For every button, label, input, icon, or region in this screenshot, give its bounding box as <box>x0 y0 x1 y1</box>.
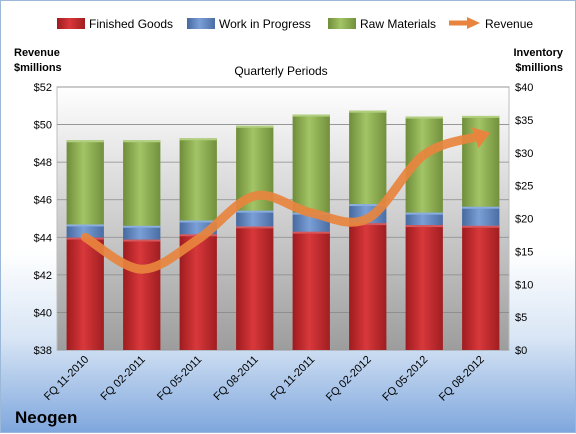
bar-raw-materials <box>180 138 217 220</box>
legend-label-raw-materials: Raw Materials <box>360 17 436 31</box>
left-tick-label: $42 <box>34 270 52 282</box>
bar-finished-goods-cap <box>293 232 330 234</box>
bar-raw-materials-cap <box>349 111 386 113</box>
bar-finished-goods-cap <box>236 226 273 228</box>
category-label: FQ 08-2011 <box>211 354 260 403</box>
bar-raw-materials-cap <box>67 140 104 142</box>
bar-work-in-progress <box>462 207 499 226</box>
category-label: FQ 02-2011 <box>98 354 147 403</box>
bar-finished-goods <box>349 223 386 350</box>
legend-swatch-finished-goods <box>57 18 85 29</box>
bar-finished-goods <box>406 225 443 350</box>
chart-title: Quarterly Periods <box>234 64 327 78</box>
bar-finished-goods <box>293 232 330 350</box>
category-label: FQ 08-2012 <box>437 354 487 404</box>
legend: Finished Goods Work in Progress Raw Mate… <box>57 17 533 31</box>
bar-work-in-progress-cap <box>406 213 443 215</box>
category-label: FQ 11-2011 <box>269 354 318 403</box>
bar-work-in-progress <box>236 211 273 227</box>
bar-raw-materials-cap <box>406 117 443 119</box>
left-tick-label: $38 <box>34 345 52 357</box>
bar-raw-materials-cap <box>462 116 499 118</box>
left-tick-label: $46 <box>34 195 52 207</box>
left-tick-label: $52 <box>34 82 52 94</box>
right-tick-label: $15 <box>515 246 533 258</box>
bar-raw-materials-cap <box>180 138 217 140</box>
bar-raw-materials <box>349 111 386 204</box>
category-label: FQ 11-2010 <box>42 354 91 403</box>
bar-finished-goods-cap <box>123 240 160 242</box>
left-tick-label: $50 <box>34 120 52 132</box>
right-tick-label: $25 <box>515 181 533 193</box>
right-tick-label: $5 <box>515 312 527 324</box>
bar-work-in-progress-cap <box>236 211 273 213</box>
bar-finished-goods <box>67 238 104 350</box>
right-tick-label: $10 <box>515 279 533 291</box>
bar-finished-goods <box>236 226 273 350</box>
legend-swatch-work-in-progress <box>187 18 215 29</box>
bar-work-in-progress <box>123 226 160 240</box>
bar-finished-goods-cap <box>462 226 499 228</box>
legend-label-work-in-progress: Work in Progress <box>219 17 311 31</box>
category-label: FQ 02-2012 <box>324 354 374 404</box>
right-tick-label: $35 <box>515 115 533 127</box>
bar-raw-materials-cap <box>293 115 330 117</box>
bar-finished-goods-cap <box>406 225 443 227</box>
bar-raw-materials-cap <box>236 126 273 128</box>
right-tick-label: $40 <box>515 82 533 94</box>
bar-work-in-progress-cap <box>67 224 104 226</box>
left-tick-label: $40 <box>34 307 52 319</box>
category-label: FQ 05-2011 <box>155 354 204 403</box>
right-axis-title-line1: Inventory <box>513 47 563 59</box>
bar-raw-materials <box>67 140 104 224</box>
legend-arrow-revenue <box>467 17 480 29</box>
legend-label-finished-goods: Finished Goods <box>89 17 173 31</box>
bar-finished-goods <box>123 240 160 350</box>
bar-raw-materials <box>462 116 499 207</box>
right-tick-label: $30 <box>515 148 533 160</box>
right-axis-title-line2: $millions <box>515 62 563 74</box>
legend-label-revenue: Revenue <box>485 17 533 31</box>
left-axis-title-line2: $millions <box>14 62 62 74</box>
bar-work-in-progress-cap <box>180 220 217 222</box>
bar-raw-materials-cap <box>123 140 160 142</box>
right-tick-label: $20 <box>515 214 533 226</box>
left-axis-title-line1: Revenue <box>14 47 60 59</box>
right-tick-label: $0 <box>515 345 527 357</box>
bar-work-in-progress-cap <box>123 226 160 228</box>
left-tick-label: $44 <box>34 232 52 244</box>
bar-raw-materials <box>293 115 330 213</box>
company-name: Neogen <box>15 408 77 427</box>
legend-swatch-raw-materials <box>328 18 356 29</box>
left-tick-label: $48 <box>34 157 52 169</box>
category-label: FQ 05-2012 <box>380 354 430 404</box>
bar-finished-goods <box>462 226 499 350</box>
bar-raw-materials <box>123 140 160 225</box>
bar-work-in-progress-cap <box>462 207 499 209</box>
